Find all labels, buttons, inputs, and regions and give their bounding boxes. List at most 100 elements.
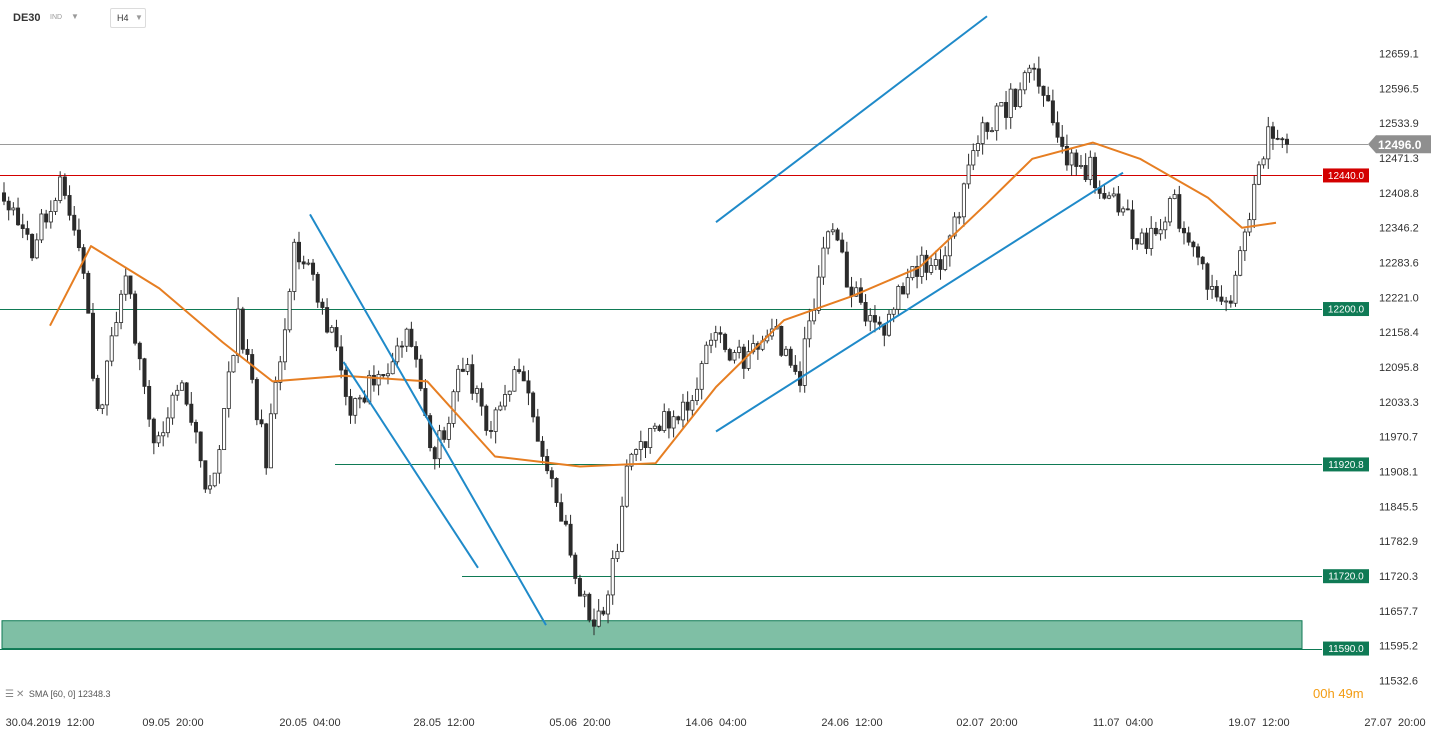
candle bbox=[278, 355, 283, 391]
candle-body bbox=[610, 558, 615, 596]
symbol-dropdown-chevron-icon[interactable]: ▼ bbox=[71, 12, 79, 21]
candle bbox=[296, 231, 301, 270]
candle bbox=[929, 257, 934, 275]
trendline-3[interactable] bbox=[715, 15, 988, 223]
candle bbox=[1167, 196, 1172, 227]
y-tick-label: 11720.3 bbox=[1379, 571, 1418, 583]
countdown-hours-unit: h bbox=[1327, 686, 1335, 701]
candle-body bbox=[437, 430, 442, 460]
candle-body bbox=[732, 352, 737, 361]
trendline-0[interactable] bbox=[309, 213, 547, 626]
candle-body bbox=[812, 310, 817, 322]
candle bbox=[666, 408, 671, 439]
candle bbox=[507, 390, 512, 402]
candle bbox=[385, 363, 390, 385]
candle-body bbox=[1144, 232, 1149, 249]
candle bbox=[1046, 86, 1051, 102]
candle-body bbox=[456, 368, 461, 393]
candle bbox=[282, 318, 287, 371]
candle-body bbox=[1186, 232, 1191, 243]
level-tag-bg bbox=[1323, 457, 1369, 472]
candle-body bbox=[638, 441, 643, 450]
candle bbox=[1158, 218, 1163, 241]
candle-countdown: 00h 49m bbox=[1313, 686, 1364, 701]
candle bbox=[62, 173, 67, 200]
candle bbox=[971, 143, 976, 171]
candle bbox=[198, 431, 203, 468]
candle-body bbox=[1088, 156, 1093, 180]
trendlines-layer bbox=[309, 15, 1124, 626]
candle-body bbox=[208, 485, 213, 490]
chart-toolbar: DE30 IND ▼ H4 ▼ bbox=[0, 0, 400, 36]
candle-body bbox=[296, 241, 301, 263]
candle bbox=[1060, 125, 1065, 154]
candle-body bbox=[133, 293, 138, 344]
candle-body bbox=[39, 213, 44, 241]
trendline-2[interactable] bbox=[715, 171, 1124, 433]
x-tick-label: 19.07 12:00 bbox=[1228, 717, 1289, 729]
candle-body bbox=[657, 425, 662, 431]
candle bbox=[512, 365, 517, 392]
sma-line[interactable] bbox=[49, 141, 1277, 468]
candle bbox=[456, 365, 461, 402]
candle bbox=[620, 496, 625, 553]
trendline-1[interactable] bbox=[342, 361, 479, 569]
candle bbox=[39, 209, 44, 244]
candle bbox=[1275, 129, 1280, 141]
indicator-close-icon[interactable]: ✕ bbox=[15, 689, 25, 700]
candle-body bbox=[240, 308, 245, 350]
candle-body bbox=[357, 397, 362, 400]
candle-body bbox=[151, 418, 156, 444]
candle-body bbox=[891, 308, 896, 315]
candle-body bbox=[20, 224, 25, 229]
candle bbox=[484, 404, 489, 436]
x-tick-label: 27.07 20:00 bbox=[1364, 717, 1425, 729]
indicator-legend[interactable]: ☰ ✕ SMA [60, 0] 12348.3 bbox=[5, 689, 110, 700]
candle bbox=[723, 332, 728, 353]
candle bbox=[1280, 137, 1285, 149]
candle bbox=[128, 275, 133, 299]
candle-body bbox=[1163, 221, 1168, 231]
candle bbox=[835, 227, 840, 242]
candle bbox=[100, 403, 105, 415]
candle-body bbox=[517, 369, 522, 373]
candle bbox=[975, 135, 980, 157]
candle-body bbox=[540, 440, 545, 457]
candle bbox=[311, 258, 316, 281]
candle bbox=[793, 355, 798, 375]
candle bbox=[1069, 149, 1074, 176]
candle bbox=[1191, 240, 1196, 257]
candle-body bbox=[1008, 88, 1013, 118]
level-tag: 12440.0 bbox=[1323, 168, 1369, 183]
candle bbox=[540, 436, 545, 464]
candle-body bbox=[493, 409, 498, 432]
x-tick-label: 11.07 04:00 bbox=[1093, 717, 1153, 729]
candle-body bbox=[952, 216, 957, 237]
candle bbox=[292, 238, 297, 301]
y-tick-label: 12033.3 bbox=[1379, 397, 1419, 409]
candle-body bbox=[910, 266, 915, 279]
candle-body bbox=[535, 416, 540, 442]
level-tag-label: 12440.0 bbox=[1328, 171, 1365, 182]
candle bbox=[577, 574, 582, 597]
candle-body bbox=[1210, 286, 1215, 290]
candle-body bbox=[723, 333, 728, 350]
candle bbox=[840, 232, 845, 254]
candle bbox=[376, 370, 381, 396]
candle-body bbox=[1121, 208, 1126, 213]
candle bbox=[315, 271, 320, 308]
symbol-label[interactable]: DE30 bbox=[13, 12, 41, 24]
candle bbox=[563, 514, 568, 527]
candle-body bbox=[990, 130, 995, 133]
candle bbox=[1018, 82, 1023, 109]
candle bbox=[287, 288, 292, 333]
candle bbox=[11, 202, 16, 216]
candle-body bbox=[6, 200, 11, 211]
timeframe-select[interactable]: H4 ▼ bbox=[110, 8, 146, 28]
y-tick-label: 12283.6 bbox=[1379, 258, 1419, 270]
candle-body bbox=[915, 266, 920, 277]
candle bbox=[306, 259, 311, 266]
indicator-menu-icon[interactable]: ☰ bbox=[5, 689, 14, 700]
candle bbox=[1266, 116, 1271, 169]
